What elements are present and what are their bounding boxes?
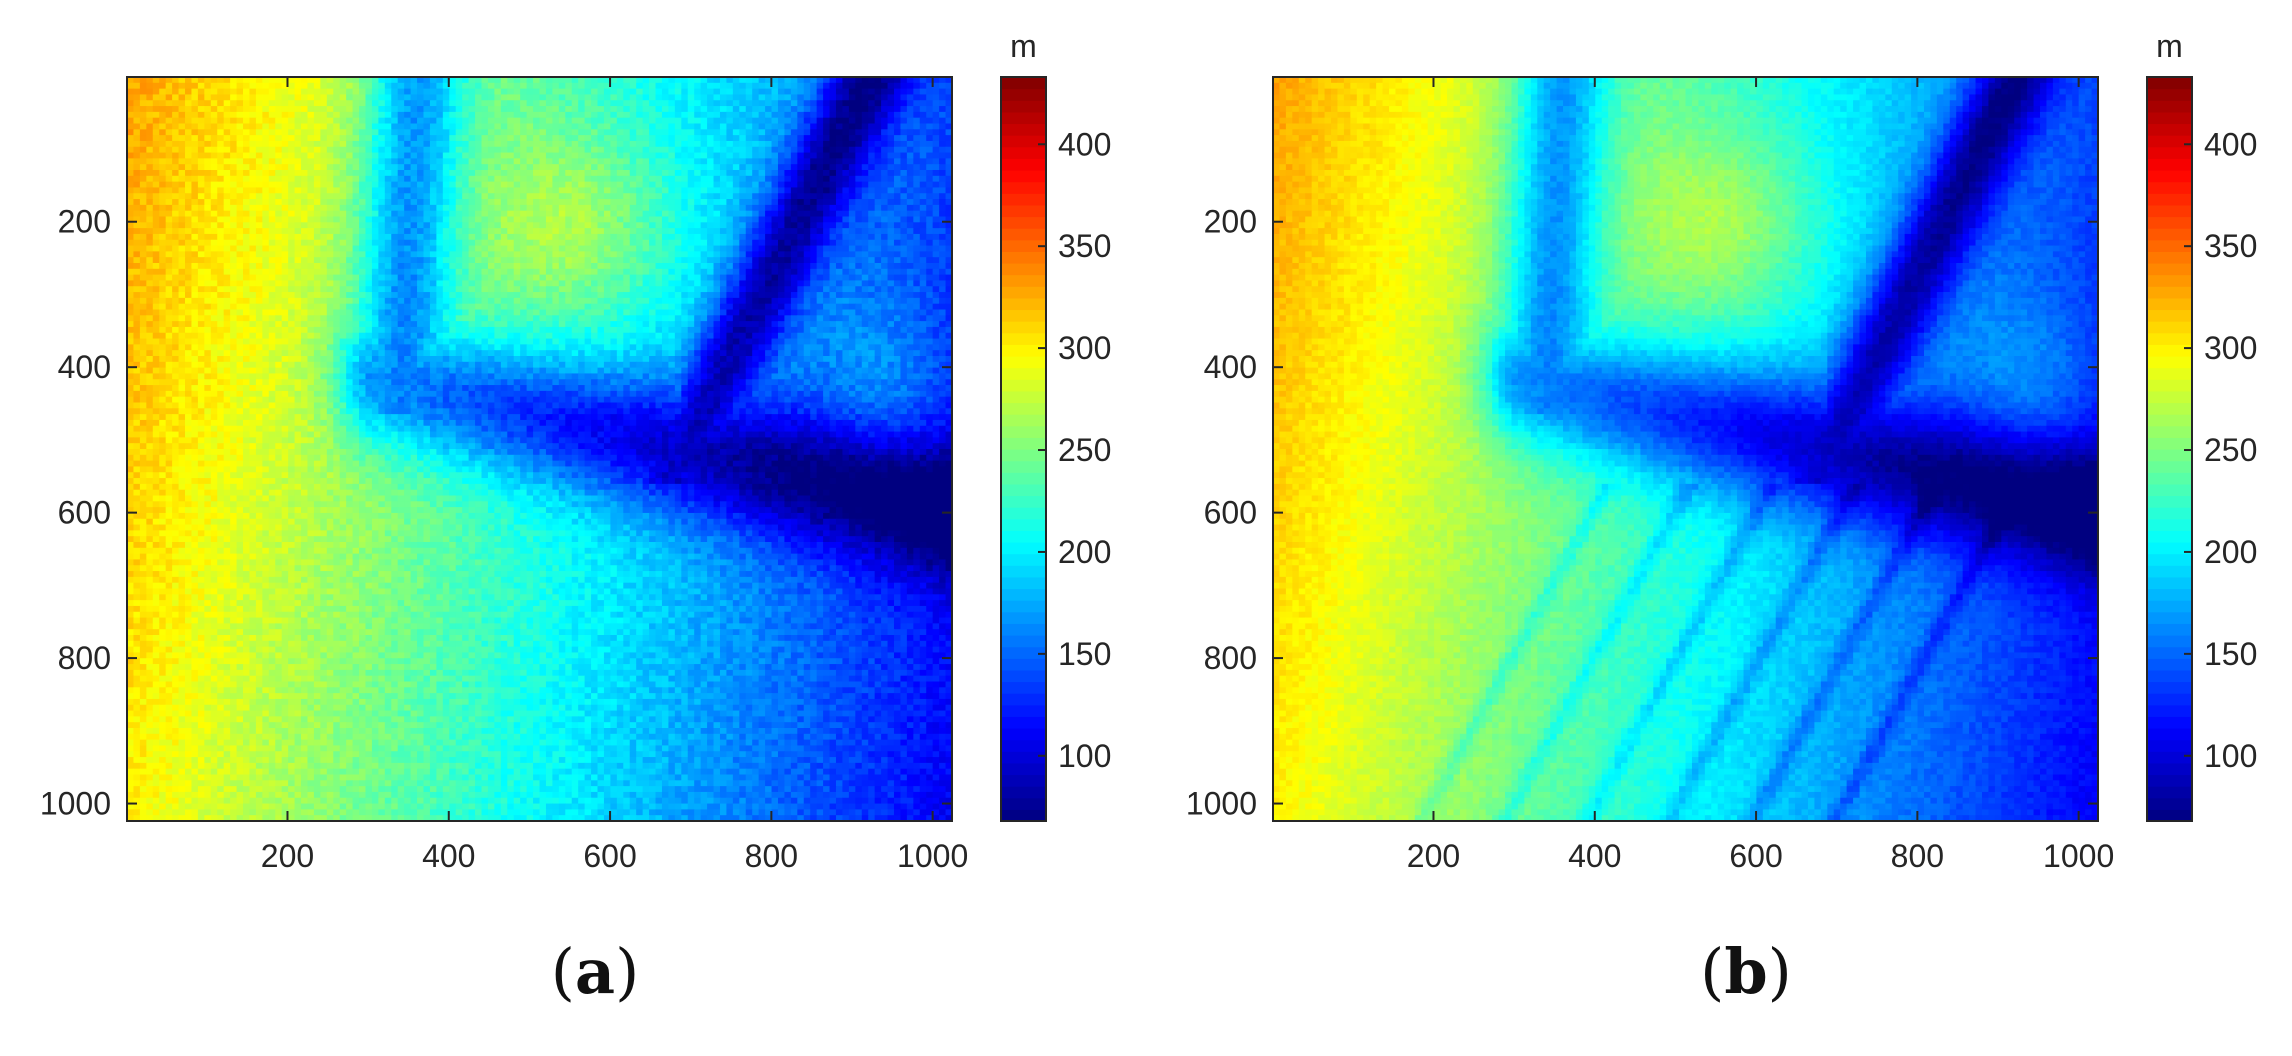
x-tick-label: 400 bbox=[422, 838, 475, 874]
x-tick-label: 800 bbox=[1891, 838, 1944, 874]
colorbar-tick-label: 200 bbox=[2204, 534, 2257, 570]
y-tick-label: 600 bbox=[58, 495, 111, 531]
x-tick-label: 600 bbox=[583, 838, 636, 874]
y-tick-label: 1000 bbox=[1186, 786, 1257, 822]
colorbar-tick-label: 250 bbox=[1058, 432, 1111, 468]
panel-label-open-a: ( bbox=[551, 935, 575, 1008]
colorbar-tick-label: 400 bbox=[1058, 126, 1111, 162]
x-tick-label: 600 bbox=[1729, 838, 1782, 874]
colorbar-tick-label: 100 bbox=[2204, 738, 2257, 774]
panel-label-b: (b) bbox=[1646, 935, 1846, 1008]
panel-label-letter-b: b bbox=[1724, 935, 1767, 1008]
x-tick-label: 400 bbox=[1568, 838, 1621, 874]
heatmap-chart-b: 200 400 600 800 1000 200 400 600 800 1000 100 150 20… bbox=[1186, 28, 2258, 874]
colorbar-tick-label: 300 bbox=[1058, 330, 1111, 366]
colorbar-tick-label: 350 bbox=[2204, 228, 2257, 264]
panel-a: 200 400 600 800 1000 200 400 600 800 1000 100 150 20… bbox=[40, 28, 1112, 1008]
colorbar-unit-label: m bbox=[1010, 28, 1037, 64]
panel-b: 200 400 600 800 1000 200 400 600 800 1000 100 150 20… bbox=[1146, 0, 2292, 1056]
colorbar-tick-label: 150 bbox=[1058, 636, 1111, 672]
elevation-raster bbox=[127, 77, 953, 822]
y-tick-label: 200 bbox=[58, 204, 111, 240]
y-tick-label: 800 bbox=[1204, 640, 1257, 676]
colorbar-tick-label: 100 bbox=[1058, 738, 1111, 774]
colorbar-tick-label: 350 bbox=[1058, 228, 1111, 264]
axes-frame bbox=[1272, 76, 2099, 822]
x-tick-label: 1000 bbox=[2043, 838, 2114, 874]
y-tick-label: 200 bbox=[1204, 204, 1257, 240]
elevation-raster bbox=[1273, 77, 2099, 822]
y-tick-label: 600 bbox=[1204, 495, 1257, 531]
colorbar-tick-label: 250 bbox=[2204, 432, 2257, 468]
colorbar-unit-label: m bbox=[2156, 28, 2183, 64]
colorbar bbox=[1000, 76, 1047, 822]
colorbar bbox=[2146, 76, 2193, 822]
panel-label-letter-a: a bbox=[575, 935, 615, 1008]
panel-label-open-b: ( bbox=[1700, 935, 1724, 1008]
colorbar-tick-label: 200 bbox=[1058, 534, 1111, 570]
panel-label-a: (a) bbox=[495, 935, 695, 1008]
x-tick-label: 200 bbox=[1407, 838, 1460, 874]
y-tick-label: 400 bbox=[58, 349, 111, 385]
panel-label-close-a: ) bbox=[615, 935, 639, 1008]
panel-label-close-b: ) bbox=[1768, 935, 1792, 1008]
x-tick-label: 200 bbox=[261, 838, 314, 874]
x-tick-label: 1000 bbox=[897, 838, 968, 874]
colorbar-tick-label: 150 bbox=[2204, 636, 2257, 672]
y-tick-label: 400 bbox=[1204, 349, 1257, 385]
x-tick-label: 800 bbox=[745, 838, 798, 874]
colorbar-tick-label: 400 bbox=[2204, 126, 2257, 162]
axes-frame bbox=[126, 76, 953, 822]
colorbar-tick-label: 300 bbox=[2204, 330, 2257, 366]
y-tick-label: 800 bbox=[58, 640, 111, 676]
y-tick-label: 1000 bbox=[40, 786, 111, 822]
heatmap-chart-a: 200 400 600 800 1000 200 400 600 800 1000 100 150 20… bbox=[40, 28, 1112, 874]
